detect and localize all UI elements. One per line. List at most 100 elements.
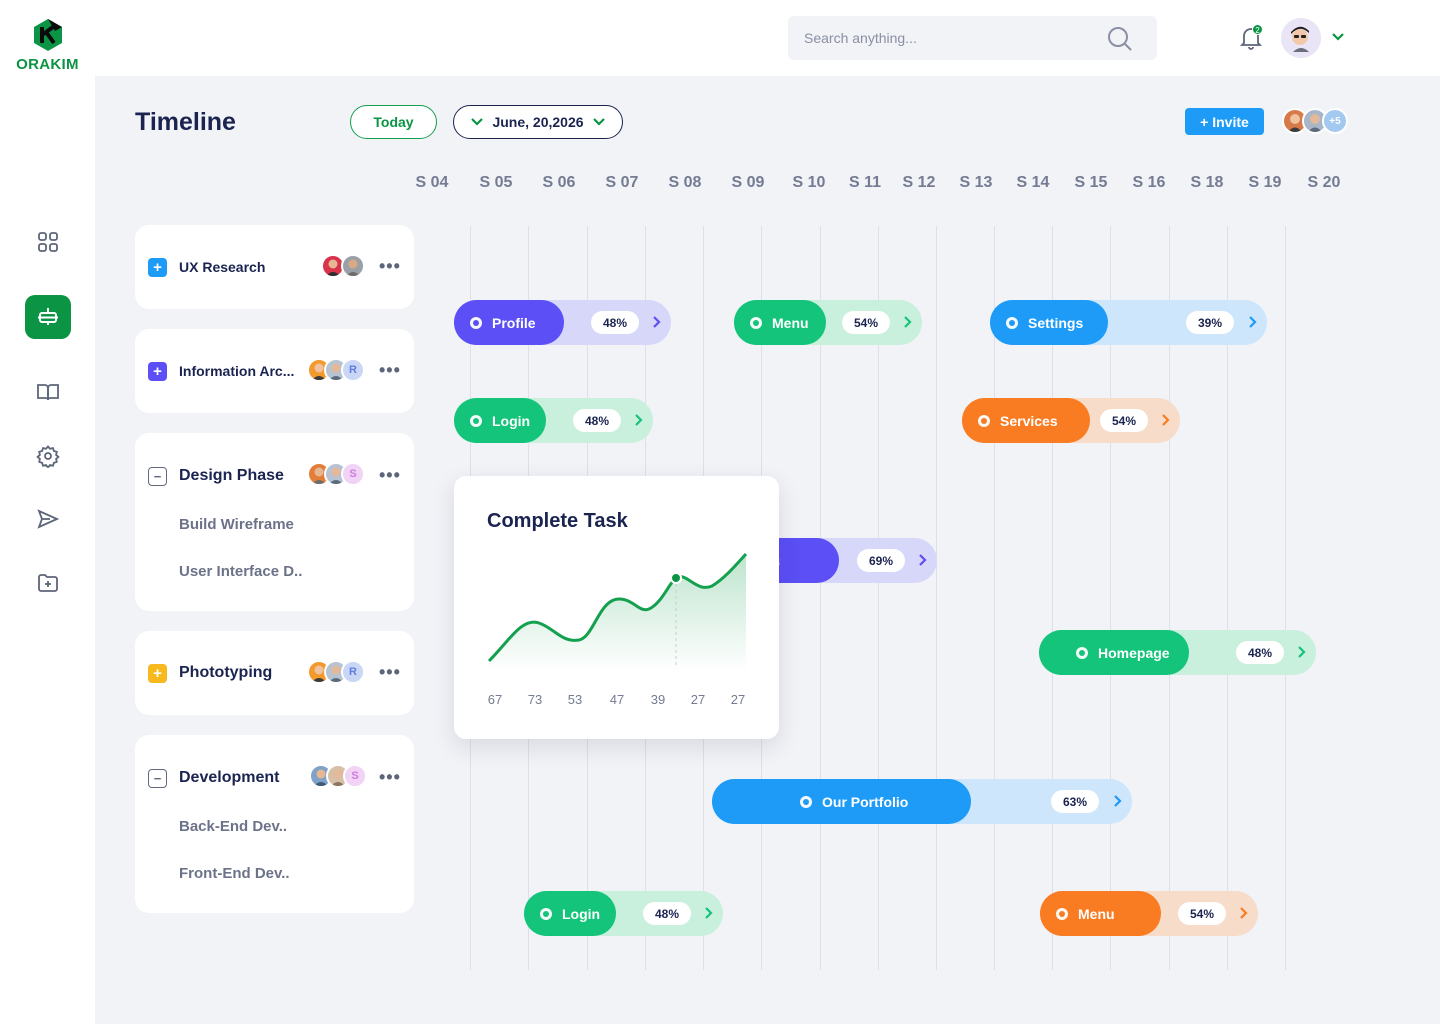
week-label: S 16	[1132, 174, 1166, 191]
chevron-right-icon[interactable]	[633, 411, 645, 429]
more-options-button[interactable]: •••	[379, 662, 401, 682]
chevron-right-icon[interactable]	[1160, 411, 1172, 429]
task-assignees: R	[307, 660, 377, 686]
gantt-bar-services[interactable]: Services 54%	[962, 398, 1180, 443]
chevron-right-icon[interactable]	[1247, 313, 1259, 331]
board-icon	[38, 308, 58, 325]
more-options-button[interactable]: •••	[379, 360, 401, 380]
percent-badge: 48%	[643, 902, 691, 925]
expand-toggle[interactable]: +	[148, 362, 167, 381]
bar-label: Settings	[1028, 314, 1084, 331]
chevron-right-icon[interactable]	[703, 904, 715, 922]
x-axis-label: 27	[690, 692, 706, 707]
grid-line	[936, 226, 937, 970]
percent-badge: 54%	[1100, 409, 1148, 432]
gantt-bar-login[interactable]: Login 48%	[454, 398, 653, 443]
app-name: ORAKIM	[16, 56, 79, 73]
nav-docs[interactable]	[25, 370, 71, 414]
chevron-right-icon[interactable]	[651, 313, 663, 331]
task-card-design-phase[interactable]: − Design Phase S ••• Build Wireframe Use…	[135, 433, 414, 611]
week-label: S 07	[605, 174, 639, 191]
expand-toggle[interactable]: +	[148, 664, 167, 683]
gantt-bar-login-2[interactable]: Login 48%	[524, 891, 723, 936]
grid-line	[1110, 226, 1111, 970]
subtask-item[interactable]: Back-End Dev..	[179, 818, 288, 835]
week-label: S 08	[668, 174, 702, 191]
bar-label: Menu	[772, 314, 809, 331]
percent-badge: 54%	[1178, 902, 1226, 925]
gantt-bar-settings[interactable]: Settings 39%	[990, 300, 1267, 345]
subtask-item[interactable]: User Interface D..	[179, 563, 303, 580]
collapse-toggle[interactable]: −	[148, 769, 167, 788]
chevron-right-icon[interactable]	[1238, 904, 1250, 922]
week-label: S 05	[479, 174, 513, 191]
x-axis-label: 53	[567, 692, 583, 707]
date-picker-button[interactable]: June, 20,2026	[453, 105, 623, 139]
nav-dashboard[interactable]	[25, 220, 71, 264]
x-axis-label: 73	[527, 692, 543, 707]
bar-label: Homepage	[1098, 644, 1170, 661]
expand-toggle[interactable]: +	[148, 258, 167, 277]
more-options-button[interactable]: •••	[379, 767, 401, 787]
notifications-button[interactable]: 2	[1239, 24, 1264, 50]
user-avatar[interactable]	[1281, 18, 1321, 58]
nav-settings[interactable]	[25, 434, 71, 478]
chevron-right-icon[interactable]	[917, 551, 929, 569]
progress-sparkline	[487, 552, 748, 671]
avatar: S	[343, 764, 367, 788]
task-card-development[interactable]: − Development S ••• Back-End Dev.. Front…	[135, 735, 414, 913]
invite-button[interactable]: + Invite	[1185, 108, 1264, 135]
nav-send[interactable]	[25, 497, 71, 541]
chevron-right-icon[interactable]	[902, 313, 914, 331]
chevron-right-icon[interactable]	[1112, 792, 1124, 810]
search-input[interactable]	[804, 16, 1104, 60]
bar-progress: Services	[962, 398, 1090, 443]
task-title: UX Research	[179, 259, 266, 275]
avatar: S	[341, 462, 365, 486]
week-label: S 14	[1016, 174, 1050, 191]
collapse-toggle[interactable]: −	[148, 467, 167, 486]
week-label: S 11	[848, 174, 882, 191]
team-avatars[interactable]: +5	[1282, 108, 1352, 136]
gantt-bar-profile[interactable]: Profile 48%	[454, 300, 671, 345]
gantt-bar-our-portfolio[interactable]: Our Portfolio 63%	[712, 779, 1132, 824]
today-button[interactable]: Today	[350, 105, 437, 139]
week-label: S 15	[1074, 174, 1108, 191]
date-label: June, 20,2026	[492, 114, 584, 130]
search-box	[788, 16, 1157, 60]
subtask-item[interactable]: Front-End Dev..	[179, 865, 290, 882]
status-dot	[978, 414, 990, 427]
nav-folders[interactable]	[25, 561, 71, 605]
task-card-prototyping[interactable]: + Phototyping R •••	[135, 631, 414, 715]
search-icon[interactable]	[1107, 26, 1133, 52]
week-label: S 04	[415, 174, 449, 191]
chevron-down-icon[interactable]	[1331, 30, 1345, 44]
more-options-button[interactable]: •••	[379, 256, 401, 276]
week-label: S 12	[902, 174, 936, 191]
gantt-bar-menu[interactable]: Menu 54%	[734, 300, 922, 345]
week-label: S 09	[731, 174, 765, 191]
page-title: Timeline	[135, 108, 236, 136]
grid-line	[820, 226, 821, 970]
popup-title: Complete Task	[487, 510, 628, 532]
book-icon	[37, 384, 59, 401]
status-dot	[750, 316, 762, 329]
task-card-information-architecture[interactable]: + Information Arc... R •••	[135, 329, 414, 413]
x-axis-label: 27	[730, 692, 746, 707]
team-extra-count: +5	[1322, 108, 1348, 134]
more-options-button[interactable]: •••	[379, 465, 401, 485]
gantt-bar-menu-2[interactable]: Menu 54%	[1040, 891, 1258, 936]
bar-progress: Login	[524, 891, 616, 936]
grid-line	[1052, 226, 1053, 970]
task-card-ux-research[interactable]: + UX Research •••	[135, 225, 414, 309]
bar-progress: Homepage	[1039, 630, 1189, 675]
subtask-item[interactable]: Build Wireframe	[179, 516, 294, 533]
notification-count-badge: 2	[1252, 24, 1263, 35]
percent-badge: 54%	[842, 311, 890, 334]
app-logo[interactable]: ORAKIM	[0, 18, 95, 73]
nav-timeline[interactable]	[25, 295, 71, 339]
chevron-right-icon[interactable]	[1296, 643, 1308, 661]
task-assignees	[321, 254, 391, 280]
gantt-bar-homepage[interactable]: Homepage 48%	[1039, 630, 1316, 675]
send-icon	[37, 509, 60, 529]
